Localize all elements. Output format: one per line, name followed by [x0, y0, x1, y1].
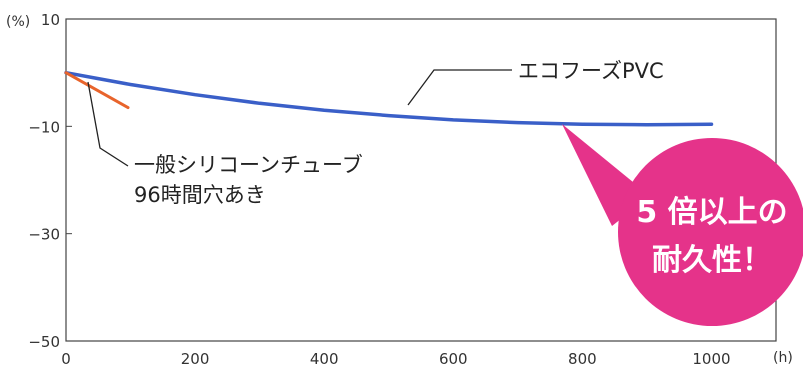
callout-text-line1: 5 倍以上の [636, 195, 787, 230]
x-tick-label: 200 [181, 350, 210, 368]
series-lines [64, 70, 714, 127]
silicone-series-label-line1: 一般シリコーンチューブ [134, 153, 363, 177]
series-line-silicone [64, 71, 130, 110]
y-tick-label: −50 [28, 333, 60, 351]
pvc-series-label: エコフーズPVC [518, 59, 664, 83]
silicone-series-label-line2: 96時間穴あき [134, 183, 266, 207]
y-tick-label: 10 [41, 11, 60, 29]
x-tick-label: 0 [61, 350, 71, 368]
durability-callout: 5 倍以上の 耐久性！ [562, 124, 803, 326]
x-tick-label: 800 [568, 350, 597, 368]
callout-text-line2: 耐久性！ [652, 243, 772, 278]
x-tick-label: 600 [439, 350, 468, 368]
y-tick-label: −30 [28, 226, 60, 244]
series-line-pvc [64, 70, 714, 127]
pvc-leader-line [407, 69, 512, 106]
x-axis-unit: (h) [773, 350, 793, 366]
x-tick-label: 1000 [692, 350, 730, 368]
y-tick-label: −10 [28, 118, 60, 136]
x-tick-label: 400 [310, 350, 339, 368]
axis-ticks: 10 −10 −30 −500 200 400 600 800 1000 [28, 11, 730, 368]
y-axis-unit: (%) [6, 14, 30, 30]
silicone-leader-line [87, 81, 129, 167]
callout-bubble [618, 138, 803, 326]
